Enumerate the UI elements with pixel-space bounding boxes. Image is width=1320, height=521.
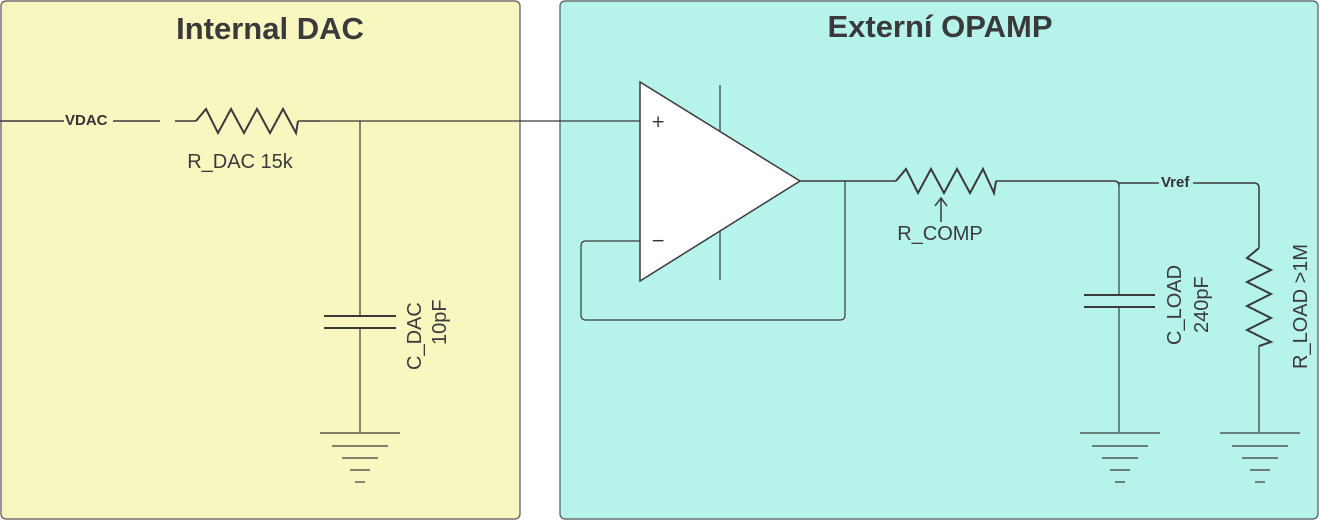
vref-net-label: Vref [1161, 174, 1190, 191]
c-load-value: 240pF [1191, 276, 1213, 333]
r-load-label: R_LOAD >1M [1290, 244, 1312, 369]
external-opamp-title: Externí OPAMP [827, 9, 1052, 44]
c-load-name: C_LOAD [1164, 265, 1186, 345]
r-comp-label: R_COMP [897, 223, 983, 245]
r-dac-label: R_DAC 15k [187, 151, 294, 173]
opamp-minus-sign: − [651, 231, 665, 251]
internal-dac-title: Internal DAC [176, 11, 364, 46]
c-dac-name: C_DAC [404, 302, 426, 370]
internal-dac-panel [1, 1, 520, 519]
c-dac-value: 10pF [429, 299, 451, 345]
opamp-plus-sign: + [651, 112, 665, 132]
vdac-net-label: VDAC [65, 112, 108, 129]
